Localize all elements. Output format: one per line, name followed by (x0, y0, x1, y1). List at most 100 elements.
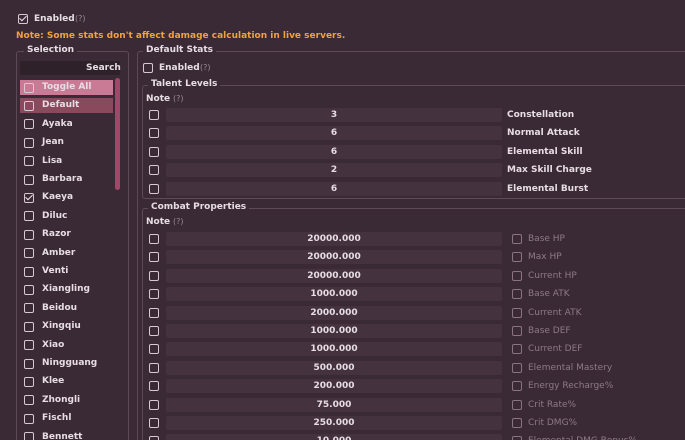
combat-row-checkbox[interactable] (149, 436, 159, 440)
selection-scrollbar[interactable] (115, 78, 120, 190)
selection-item[interactable]: Lisa (20, 154, 113, 169)
combat-properties-title: Combat Properties (148, 202, 250, 212)
selection-item-checkbox[interactable] (24, 229, 34, 240)
talent-row-checkbox[interactable] (149, 165, 159, 176)
combat-value-input[interactable] (166, 379, 502, 394)
combat-value-input[interactable] (166, 250, 502, 265)
combat-note-help[interactable]: (?) (173, 217, 184, 226)
combat-property-checkbox[interactable] (512, 381, 522, 392)
selection-item[interactable]: Fischl (20, 411, 113, 426)
selection-item-checkbox[interactable] (24, 303, 34, 314)
combat-value-input[interactable] (166, 305, 502, 320)
selection-item-checkbox[interactable] (24, 248, 34, 259)
combat-property-checkbox[interactable] (512, 307, 522, 318)
combat-property-checkbox[interactable] (512, 289, 522, 300)
selection-item-checkbox[interactable] (24, 266, 34, 277)
default-stats-enabled-checkbox[interactable] (143, 63, 153, 73)
selection-item-checkbox[interactable] (24, 376, 34, 387)
selection-item[interactable]: Razor (20, 227, 113, 242)
selection-item-checkbox[interactable] (24, 174, 34, 185)
selection-item[interactable]: Toggle All (20, 80, 113, 95)
selection-item[interactable]: Bennett (20, 430, 113, 440)
selection-item-label: Jean (42, 137, 64, 148)
combat-property-checkbox[interactable] (512, 362, 522, 373)
selection-item-checkbox[interactable] (24, 432, 34, 440)
combat-value-input[interactable] (166, 416, 502, 430)
selection-item-label: Klee (42, 376, 65, 387)
talent-row-checkbox[interactable] (149, 110, 159, 120)
combat-property-checkbox[interactable] (512, 436, 522, 440)
combat-row-checkbox[interactable] (149, 326, 159, 336)
combat-value-input[interactable] (166, 434, 502, 440)
selection-item-checkbox[interactable] (24, 137, 34, 148)
selection-item[interactable]: Xingqiu (20, 319, 113, 334)
combat-property-checkbox[interactable] (512, 344, 522, 355)
selection-item-checkbox[interactable] (24, 321, 34, 332)
talent-levels-title: Talent Levels (148, 79, 221, 89)
combat-property-checkbox[interactable] (512, 418, 522, 428)
combat-row-checkbox[interactable] (149, 362, 159, 373)
selection-item-checkbox[interactable] (24, 413, 34, 424)
selection-item[interactable]: Klee (20, 374, 113, 389)
selection-item[interactable]: Kaeya (20, 190, 113, 205)
talent-row-checkbox[interactable] (149, 128, 159, 139)
combat-row-checkbox[interactable] (149, 418, 159, 428)
selection-item[interactable]: Ayaka (20, 117, 113, 132)
talent-value-input[interactable] (166, 108, 502, 122)
default-stats-help[interactable]: (?) (200, 63, 211, 72)
combat-row-checkbox[interactable] (149, 234, 159, 244)
combat-value-input[interactable] (166, 287, 502, 302)
talent-value-input[interactable] (166, 144, 502, 159)
selection-item[interactable]: Default (20, 98, 113, 114)
combat-label: Max HP (528, 252, 562, 263)
combat-row-checkbox[interactable] (149, 270, 159, 281)
talent-row-checkbox[interactable] (149, 183, 159, 194)
enabled-checkbox[interactable] (18, 14, 28, 24)
combat-value-input[interactable] (166, 342, 502, 357)
talent-row-checkbox[interactable] (149, 146, 159, 157)
combat-value-input[interactable] (166, 324, 502, 338)
selection-item-checkbox[interactable] (24, 119, 34, 130)
selection-item-checkbox[interactable] (24, 82, 34, 93)
combat-row-checkbox[interactable] (149, 289, 159, 300)
talent-value-input[interactable] (166, 181, 502, 196)
selection-item[interactable]: Xiangling (20, 282, 113, 297)
selection-item[interactable]: Amber (20, 246, 113, 261)
selection-item[interactable]: Ningguang (20, 356, 113, 371)
combat-property-checkbox[interactable] (512, 399, 522, 410)
selection-item-checkbox[interactable] (24, 340, 34, 351)
talent-value-input[interactable] (166, 163, 502, 178)
combat-row-checkbox[interactable] (149, 252, 159, 263)
combat-value-input[interactable] (166, 232, 502, 246)
combat-row-checkbox[interactable] (149, 381, 159, 392)
selection-item-checkbox[interactable] (24, 192, 34, 203)
combat-row-checkbox[interactable] (149, 307, 159, 318)
enabled-help[interactable]: (?) (75, 14, 86, 23)
combat-property-checkbox[interactable] (512, 234, 522, 244)
talent-note-help[interactable]: (?) (173, 94, 184, 103)
selection-item[interactable]: Beidou (20, 301, 113, 316)
combat-row-checkbox[interactable] (149, 399, 159, 410)
selection-item-checkbox[interactable] (24, 156, 34, 167)
selection-item-checkbox[interactable] (24, 100, 34, 111)
selection-item-checkbox[interactable] (24, 395, 34, 406)
combat-value-input[interactable] (166, 397, 502, 412)
combat-property-checkbox[interactable] (512, 252, 522, 263)
selection-item[interactable]: Xiao (20, 338, 113, 353)
talent-value-input[interactable] (166, 126, 502, 141)
combat-property-checkbox[interactable] (512, 326, 522, 336)
selection-item-checkbox[interactable] (24, 211, 34, 222)
selection-item[interactable]: Zhongli (20, 393, 113, 408)
combat-value-input[interactable] (166, 360, 502, 375)
selection-item[interactable]: Diluc (20, 209, 113, 224)
selection-item[interactable]: Venti (20, 264, 113, 279)
selection-item-checkbox[interactable] (24, 358, 34, 369)
combat-value-input[interactable] (166, 268, 502, 283)
selection-item[interactable]: Barbara (20, 172, 113, 187)
selection-item-checkbox[interactable] (24, 284, 34, 295)
search-input[interactable] (20, 61, 120, 75)
combat-property-checkbox[interactable] (512, 270, 522, 281)
selection-item[interactable]: Jean (20, 135, 113, 150)
combat-row-checkbox[interactable] (149, 344, 159, 355)
talent-value: 6 (330, 183, 338, 194)
